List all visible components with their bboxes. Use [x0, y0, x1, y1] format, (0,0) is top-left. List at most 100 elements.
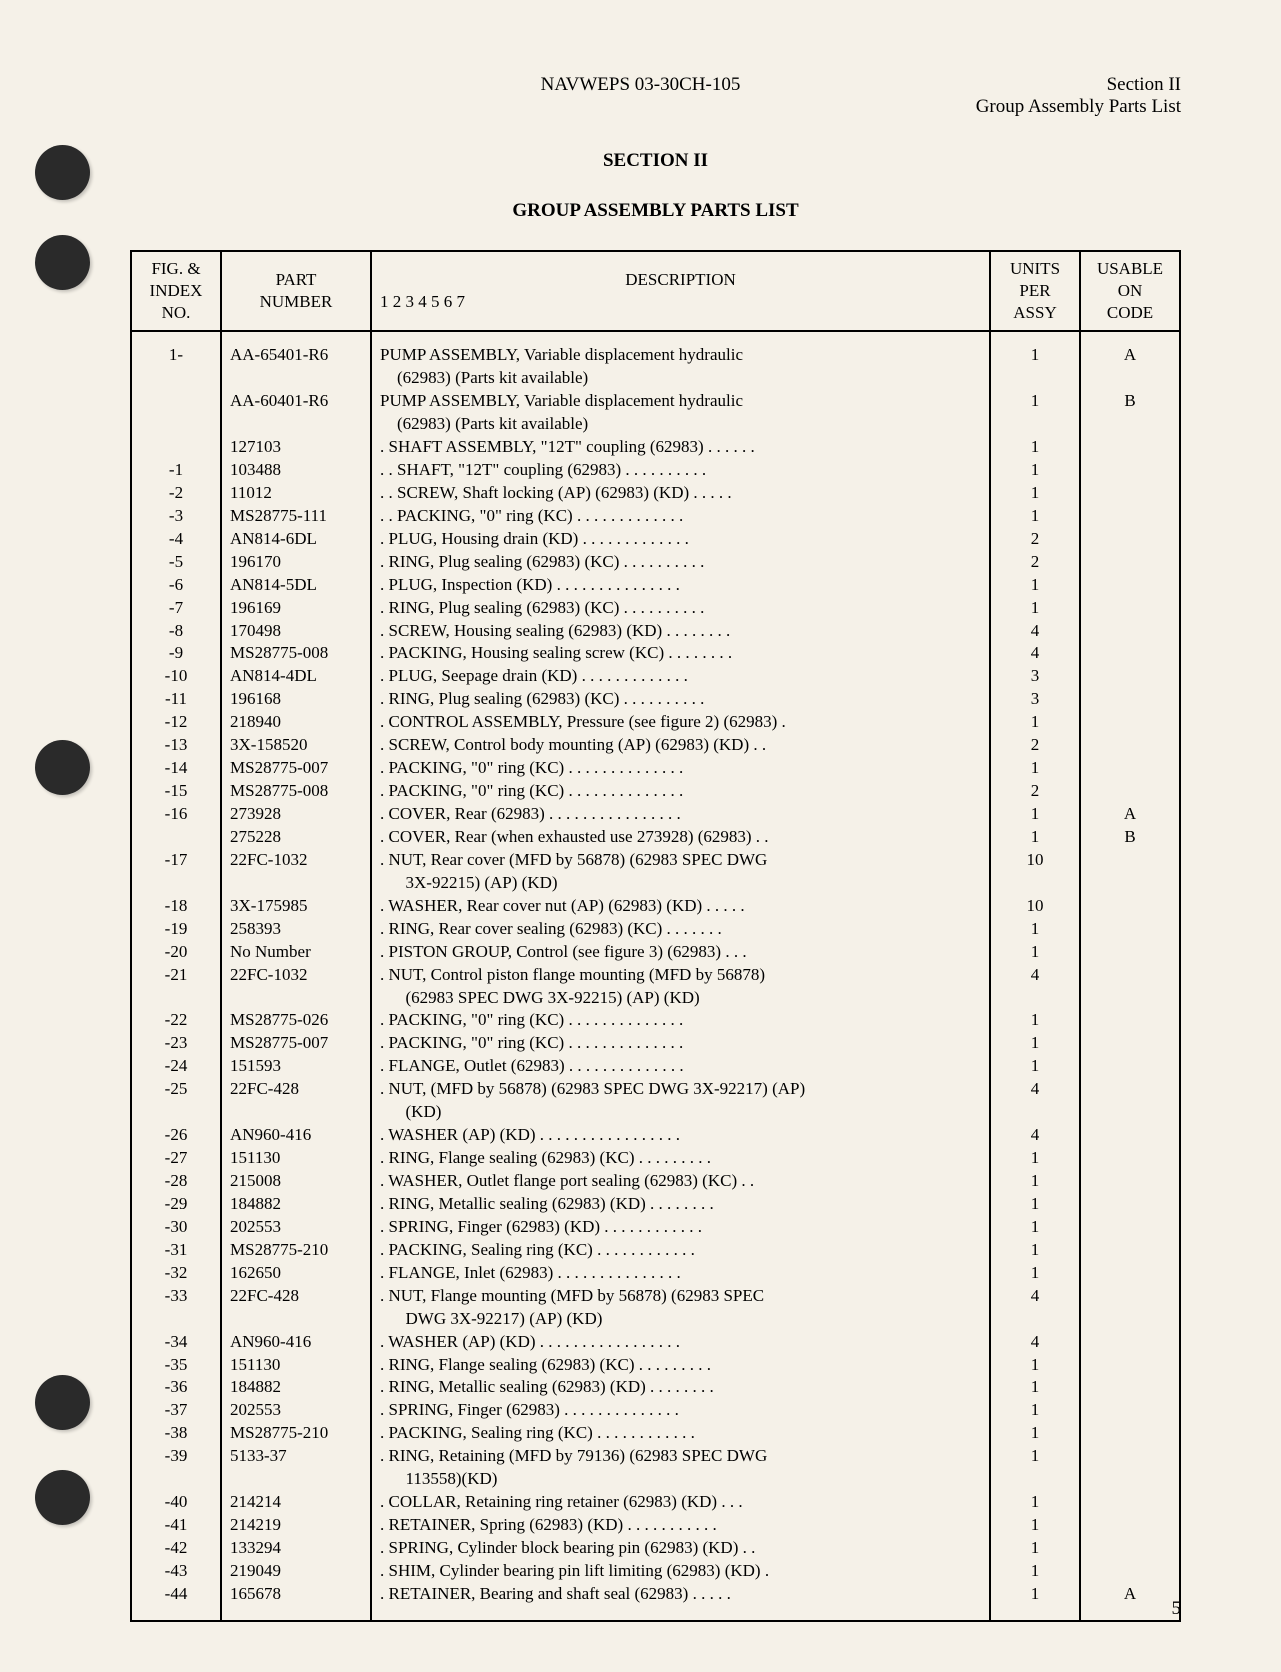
cell-index: -21 — [131, 964, 221, 1010]
cell-description: . PACKING, "0" ring (KC) . . . . . . . .… — [371, 1009, 990, 1032]
cell-description: . . PACKING, "0" ring (KC) . . . . . . .… — [371, 505, 990, 528]
section-title: SECTION II — [130, 150, 1181, 172]
cell-part: 127103 — [221, 436, 371, 459]
table-row: -133X-158520. SCREW, Control body mounti… — [131, 734, 1180, 757]
cell-part: 151130 — [221, 1147, 371, 1170]
cell-part: MS28775-210 — [221, 1422, 371, 1445]
cell-description: . SPRING, Finger (62983) (KD) . . . . . … — [371, 1216, 990, 1239]
table-row: -43219049. SHIM, Cylinder bearing pin li… — [131, 1560, 1180, 1583]
cell-units: 3 — [990, 665, 1080, 688]
cell-index: -39 — [131, 1445, 221, 1491]
cell-units: 2 — [990, 780, 1080, 803]
cell-part: 165678 — [221, 1583, 371, 1621]
cell-description: . NUT, Flange mounting (MFD by 56878) (6… — [371, 1285, 990, 1331]
cell-units: 10 — [990, 895, 1080, 918]
table-row: -5196170. RING, Plug sealing (62983) (KC… — [131, 551, 1180, 574]
cell-units: 2 — [990, 734, 1080, 757]
cell-index — [131, 436, 221, 459]
cell-code — [1080, 1124, 1180, 1147]
table-row: -28215008. WASHER, Outlet flange port se… — [131, 1170, 1180, 1193]
cell-description: . PACKING, Housing sealing screw (KC) . … — [371, 642, 990, 665]
cell-part: 196169 — [221, 597, 371, 620]
cell-description: . PACKING, Sealing ring (KC) . . . . . .… — [371, 1239, 990, 1262]
cell-index: -20 — [131, 941, 221, 964]
table-row: 127103. SHAFT ASSEMBLY, "12T" coupling (… — [131, 436, 1180, 459]
cell-part: 275228 — [221, 826, 371, 849]
table-row: -6AN814-5DL. PLUG, Inspection (KD) . . .… — [131, 574, 1180, 597]
table-row: -4AN814-6DL. PLUG, Housing drain (KD) . … — [131, 528, 1180, 551]
cell-index: -37 — [131, 1399, 221, 1422]
cell-index: -24 — [131, 1055, 221, 1078]
cell-code — [1080, 1422, 1180, 1445]
cell-part: 202553 — [221, 1399, 371, 1422]
cell-index: -31 — [131, 1239, 221, 1262]
cell-part: 273928 — [221, 803, 371, 826]
cell-part: 196168 — [221, 688, 371, 711]
cell-code — [1080, 505, 1180, 528]
table-row: -3322FC-428. NUT, Flange mounting (MFD b… — [131, 1285, 1180, 1331]
cell-part: AA-65401-R6 — [221, 331, 371, 390]
cell-code — [1080, 1491, 1180, 1514]
cell-description: . CONTROL ASSEMBLY, Pressure (see figure… — [371, 711, 990, 734]
cell-units: 1 — [990, 436, 1080, 459]
cell-part: 22FC-1032 — [221, 964, 371, 1010]
cell-index: -6 — [131, 574, 221, 597]
table-row: -41214219. RETAINER, Spring (62983) (KD)… — [131, 1514, 1180, 1537]
cell-part: AN960-416 — [221, 1331, 371, 1354]
cell-description: . . SHAFT, "12T" coupling (62983) . . . … — [371, 459, 990, 482]
table-row: -12218940. CONTROL ASSEMBLY, Pressure (s… — [131, 711, 1180, 734]
cell-description: . PACKING, "0" ring (KC) . . . . . . . .… — [371, 780, 990, 803]
cell-description: . WASHER, Outlet flange port sealing (62… — [371, 1170, 990, 1193]
header-right: Section II Group Assembly Parts List — [976, 74, 1181, 118]
cell-index: 1- — [131, 331, 221, 390]
table-row: -20No Number. PISTON GROUP, Control (see… — [131, 941, 1180, 964]
cell-code — [1080, 1376, 1180, 1399]
cell-units: 1 — [990, 390, 1080, 436]
cell-index: -36 — [131, 1376, 221, 1399]
cell-index: -19 — [131, 918, 221, 941]
cell-code — [1080, 1560, 1180, 1583]
cell-code — [1080, 1078, 1180, 1124]
cell-description: . RETAINER, Bearing and shaft seal (6298… — [371, 1583, 990, 1621]
cell-description: . NUT, Rear cover (MFD by 56878) (62983 … — [371, 849, 990, 895]
cell-units: 1 — [990, 1170, 1080, 1193]
cell-description: . SCREW, Control body mounting (AP) (629… — [371, 734, 990, 757]
cell-part: 22FC-428 — [221, 1285, 371, 1331]
cell-description: . WASHER (AP) (KD) . . . . . . . . . . .… — [371, 1331, 990, 1354]
cell-description: . RETAINER, Spring (62983) (KD) . . . . … — [371, 1514, 990, 1537]
cell-units: 1 — [990, 1422, 1080, 1445]
cell-code — [1080, 734, 1180, 757]
table-row: -16273928. COVER, Rear (62983) . . . . .… — [131, 803, 1180, 826]
parts-table: FIG. &INDEXNO. PARTNUMBER DESCRIPTION1 2… — [130, 250, 1181, 1622]
table-header: FIG. &INDEXNO. PARTNUMBER DESCRIPTION1 2… — [131, 251, 1180, 331]
cell-description: . RING, Retaining (MFD by 79136) (62983 … — [371, 1445, 990, 1491]
cell-units: 1 — [990, 803, 1080, 826]
table-row: -36184882. RING, Metallic sealing (62983… — [131, 1376, 1180, 1399]
cell-description: . RING, Plug sealing (62983) (KC) . . . … — [371, 688, 990, 711]
table-row: -31MS28775-210. PACKING, Sealing ring (K… — [131, 1239, 1180, 1262]
cell-index: -42 — [131, 1537, 221, 1560]
cell-code: A — [1080, 331, 1180, 390]
table-row: -24151593. FLANGE, Outlet (62983) . . . … — [131, 1055, 1180, 1078]
cell-code — [1080, 918, 1180, 941]
cell-units: 4 — [990, 1285, 1080, 1331]
cell-part: 162650 — [221, 1262, 371, 1285]
cell-units: 1 — [990, 918, 1080, 941]
cell-index: -28 — [131, 1170, 221, 1193]
cell-part: MS28775-007 — [221, 757, 371, 780]
cell-units: 3 — [990, 688, 1080, 711]
cell-description: . COVER, Rear (62983) . . . . . . . . . … — [371, 803, 990, 826]
cell-part: MS28775-008 — [221, 642, 371, 665]
cell-code — [1080, 1239, 1180, 1262]
cell-code — [1080, 528, 1180, 551]
cell-code — [1080, 1216, 1180, 1239]
cell-index: -25 — [131, 1078, 221, 1124]
cell-code — [1080, 1193, 1180, 1216]
cell-description: . RING, Plug sealing (62983) (KC) . . . … — [371, 597, 990, 620]
header-index: FIG. &INDEXNO. — [131, 251, 221, 331]
table-row: 1-AA-65401-R6PUMP ASSEMBLY, Variable dis… — [131, 331, 1180, 390]
cell-part: 3X-175985 — [221, 895, 371, 918]
table-row: -9MS28775-008. PACKING, Housing sealing … — [131, 642, 1180, 665]
cell-code — [1080, 597, 1180, 620]
cell-index — [131, 826, 221, 849]
